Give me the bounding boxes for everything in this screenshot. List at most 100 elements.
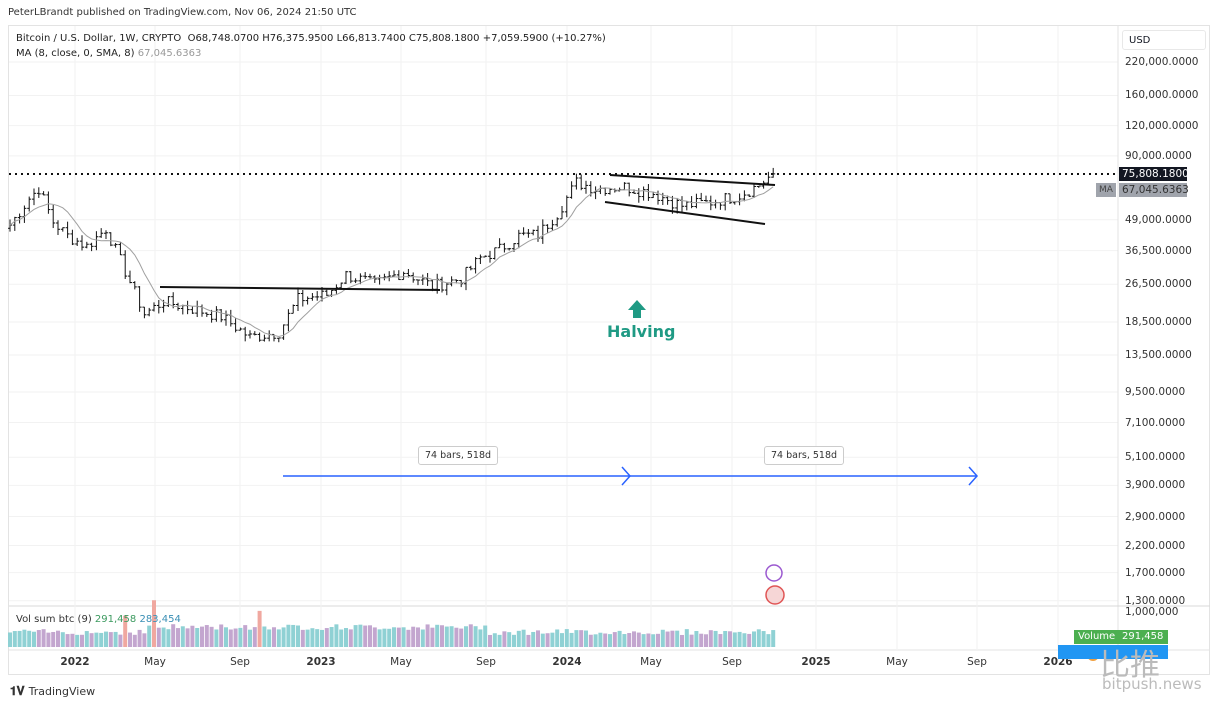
price-tick: 18,500.0000	[1125, 315, 1192, 328]
volume-bar	[766, 634, 771, 647]
volume-bar	[195, 627, 200, 647]
volume-bar	[670, 630, 675, 647]
volume-bar	[684, 629, 689, 647]
volume-bar	[492, 633, 497, 647]
tradingview-logo[interactable]: 𝟏𝐕 TradingView	[10, 684, 95, 699]
volume-bar	[32, 631, 36, 647]
volume-bar	[718, 634, 723, 647]
volume-bar	[156, 627, 161, 647]
volume-bar	[132, 634, 137, 647]
volume-bar	[747, 633, 752, 647]
volume-bar	[84, 631, 89, 647]
time-tick: 2025	[801, 656, 831, 668]
volume-bar	[363, 625, 368, 647]
volume-bar	[70, 633, 75, 647]
volume-bar	[8, 632, 12, 647]
volume-bar	[60, 632, 65, 647]
volume-bar	[531, 631, 536, 647]
volume-bar	[108, 632, 113, 647]
volume-bar	[411, 626, 416, 647]
volume-bar	[617, 630, 622, 647]
volume-bar	[473, 626, 478, 647]
time-tick: 2026	[1043, 656, 1073, 668]
volume-bar	[137, 629, 142, 647]
volume-bar	[94, 632, 99, 647]
volume-bar	[603, 633, 608, 647]
volume-bar	[761, 631, 766, 647]
ohlc-values: O68,748.0700 H76,375.9500 L66,813.7400 C…	[187, 33, 606, 44]
price-tick: 1,300.0000	[1125, 594, 1186, 607]
volume-bar	[723, 630, 728, 647]
volume-bar	[257, 610, 262, 647]
volume-bar	[454, 627, 459, 647]
volume-bar	[368, 625, 372, 647]
price-tick: 36,500.0000	[1125, 244, 1192, 257]
volume-bar	[185, 628, 190, 647]
price-tick: 26,500.0000	[1125, 278, 1192, 291]
volume-bar	[65, 634, 70, 647]
volume-bar	[56, 630, 60, 647]
arrow-head-icon	[621, 466, 632, 486]
volume-bar	[224, 627, 228, 647]
volume-bar	[608, 634, 612, 647]
volume-bar	[204, 625, 209, 647]
tv-logo-icon: 𝟏𝐕	[10, 684, 25, 698]
time-tick: May	[640, 656, 662, 668]
price-tick: 9,500.0000	[1125, 385, 1186, 398]
volume-value-2: 283,454	[139, 614, 181, 625]
watermark-cn: 比推	[1100, 648, 1160, 683]
time-tick: May	[144, 656, 166, 668]
price-tick: 1,700.0000	[1125, 566, 1186, 579]
time-tick: 2024	[552, 656, 582, 668]
volume-bar	[569, 632, 574, 647]
volume-bar	[449, 626, 454, 647]
volume-bar	[728, 631, 732, 647]
volume-bar	[694, 631, 699, 647]
volume-bar	[46, 632, 51, 647]
volume-bar	[348, 629, 353, 647]
volume-bar	[680, 634, 684, 647]
volume-bar	[252, 627, 257, 647]
volume-bar	[262, 626, 267, 647]
volume-bar	[660, 629, 665, 647]
ma-line	[9, 186, 774, 338]
volume-bar	[372, 627, 377, 647]
currency-selector[interactable]: USD	[1122, 30, 1206, 50]
volume-bar	[142, 633, 147, 647]
volume-bar	[689, 634, 694, 647]
ma-value: 67,045.6363	[137, 48, 202, 59]
volume-bar	[190, 625, 195, 647]
volume-bar	[512, 634, 516, 647]
volume-bar	[406, 629, 411, 647]
halving-arrow-icon	[628, 300, 646, 318]
volume-bar	[507, 632, 512, 647]
volume-bar	[521, 629, 526, 647]
volume-bar	[238, 627, 243, 647]
volume-bar	[104, 631, 108, 647]
brand-name: TradingView	[28, 685, 96, 698]
halving-label: Halving	[607, 322, 676, 341]
volume-bar	[228, 629, 233, 647]
volume-bar	[737, 631, 742, 647]
volume-bar	[113, 631, 118, 647]
price-tick: 13,500.0000	[1125, 349, 1192, 362]
volume-bar	[12, 631, 17, 647]
watermark-site: bitpush.news	[1102, 675, 1202, 693]
volume-bar	[243, 625, 248, 647]
volume-bar	[209, 626, 214, 647]
volume-bar	[22, 629, 27, 647]
volume-bar	[598, 632, 603, 647]
volume-label: Vol sum btc (9)	[16, 614, 92, 625]
volume-bar	[310, 628, 315, 647]
volume-bar	[233, 628, 238, 647]
ma-price-tag: 67,045.6363	[1119, 183, 1189, 197]
volume-bar	[358, 624, 363, 647]
volume-bar	[584, 630, 588, 647]
volume-bar	[459, 628, 464, 647]
volume-bar	[540, 633, 545, 647]
volume-bar	[425, 624, 430, 647]
volume-value-1: 291,458	[94, 614, 137, 625]
volume-bar	[272, 627, 276, 647]
ma-tag: MA	[1096, 183, 1116, 197]
